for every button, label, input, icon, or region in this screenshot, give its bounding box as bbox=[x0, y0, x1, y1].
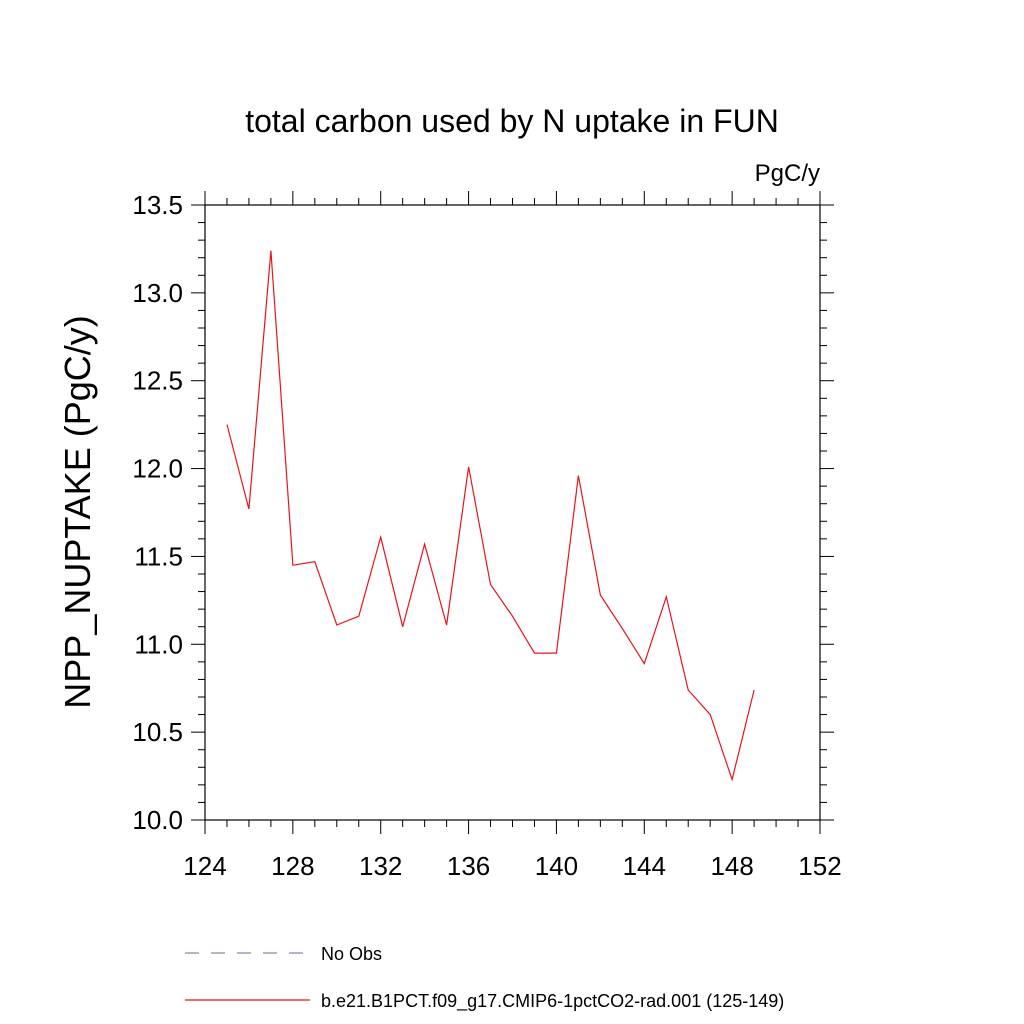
x-tick-label: 128 bbox=[271, 851, 314, 881]
y-tick-label: 12.5 bbox=[132, 366, 183, 396]
y-tick-label: 10.0 bbox=[132, 805, 183, 835]
y-tick-label: 11.0 bbox=[134, 629, 183, 659]
legend: No Obs b.e21.B1PCT.f09_g17.CMIP6-1pctCO2-… bbox=[185, 944, 784, 1012]
chart-title: total carbon used by N uptake in FUN bbox=[245, 103, 779, 139]
x-tick-label: 152 bbox=[798, 851, 841, 881]
y-axis-label: NPP_NUPTAKE (PgC/y) bbox=[57, 315, 98, 708]
x-tick-label: 148 bbox=[710, 851, 753, 881]
y-tick-label: 12.0 bbox=[132, 454, 183, 484]
x-tick-label: 140 bbox=[535, 851, 578, 881]
y-tick-label: 11.5 bbox=[134, 541, 183, 571]
axes: 124 128 132 136 140 144 148 152 10.0 10.5 11.0 11.5… bbox=[132, 190, 841, 881]
y-tick-label: 13.5 bbox=[132, 190, 183, 220]
legend-label: b.e21.B1PCT.f09_g17.CMIP6-1pctCO2-rad.00… bbox=[321, 991, 784, 1012]
plot-area bbox=[226, 250, 755, 782]
y-tick-label: 13.0 bbox=[132, 278, 183, 308]
legend-label: No Obs bbox=[321, 944, 382, 964]
x-tick-label: 124 bbox=[183, 851, 226, 881]
plot-frame bbox=[204, 204, 821, 821]
y-tick-label: 10.5 bbox=[132, 717, 183, 747]
x-tick-label: 144 bbox=[623, 851, 666, 881]
x-tick-label: 136 bbox=[447, 851, 490, 881]
x-tick-label: 132 bbox=[359, 851, 402, 881]
series-line bbox=[226, 250, 755, 782]
units-label: PgC/y bbox=[755, 160, 820, 187]
